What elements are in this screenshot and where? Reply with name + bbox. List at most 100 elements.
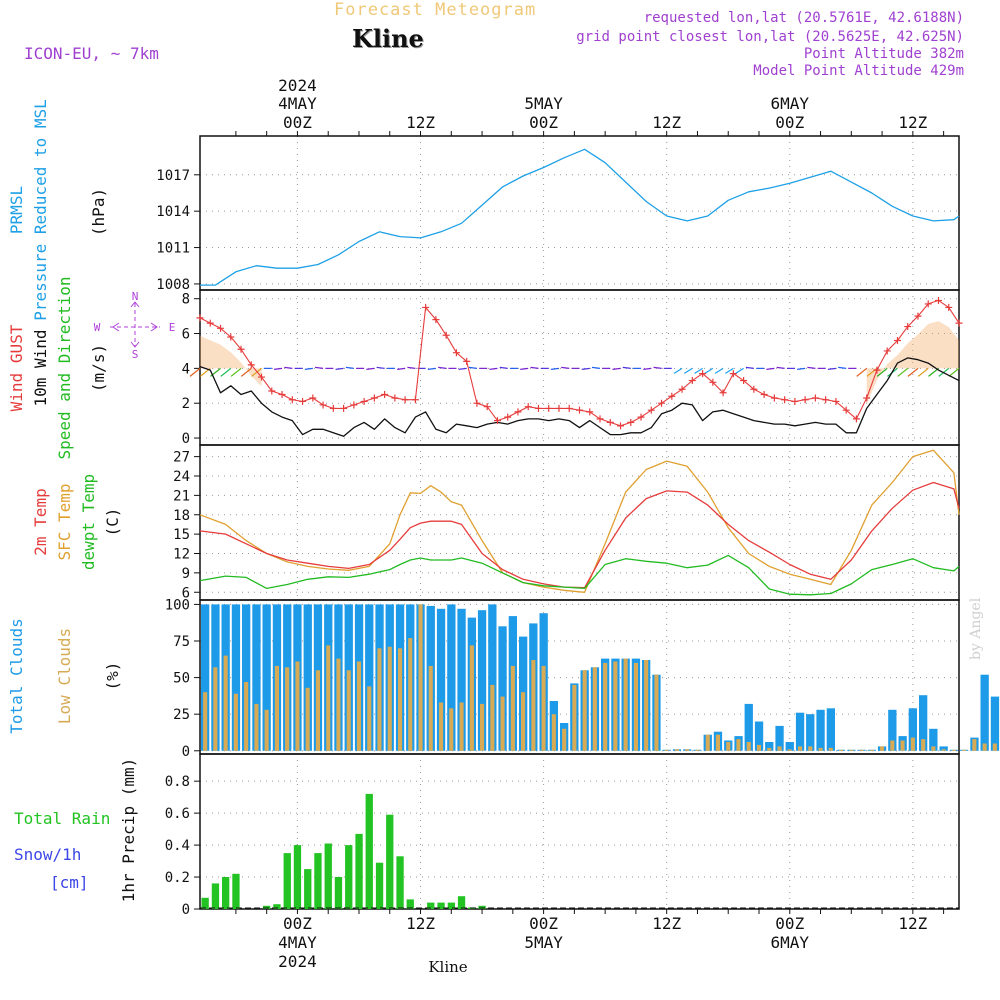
low-clouds-bar bbox=[264, 709, 269, 751]
compass-east-arrowhead bbox=[150, 322, 158, 332]
total-clouds-bar bbox=[744, 703, 753, 751]
pressure-ytick-label: 1011 bbox=[156, 241, 190, 257]
wind-gust-marker bbox=[688, 377, 696, 385]
low-clouds-label: Low Clouds bbox=[55, 628, 74, 724]
pressure-ytick-label: 1008 bbox=[156, 277, 190, 293]
wind-direction-arrow bbox=[530, 366, 539, 369]
clouds-ytick-label: 50 bbox=[173, 671, 190, 687]
wind-gust-marker bbox=[801, 396, 809, 404]
wind-direction-arrow bbox=[591, 366, 601, 369]
wind-gust-marker bbox=[586, 408, 594, 416]
wind-direction-arrow bbox=[827, 367, 836, 370]
low-clouds-bar bbox=[541, 665, 546, 751]
wind-gust-marker bbox=[206, 319, 214, 327]
low-clouds-bar bbox=[880, 746, 885, 751]
wind-10m-line bbox=[199, 357, 960, 437]
wind-direction-arrow bbox=[345, 366, 354, 369]
wind-gust-marker bbox=[699, 370, 707, 378]
wind-gust-marker bbox=[288, 396, 296, 404]
wind-gust-marker bbox=[811, 394, 819, 402]
wind-gust-marker bbox=[452, 349, 460, 357]
rain-bar bbox=[304, 869, 312, 909]
bottom-hour-label: 12Z bbox=[652, 914, 681, 933]
wind-gust-marker bbox=[668, 392, 676, 400]
low-clouds-bar bbox=[654, 674, 659, 751]
low-clouds-bar bbox=[736, 739, 741, 751]
wind-direction-arrow bbox=[315, 366, 324, 369]
wind-ytick-label: 8 bbox=[182, 292, 190, 308]
rain-bar bbox=[324, 843, 332, 909]
top-date-label: 5MAY bbox=[524, 94, 563, 113]
wind-gust-marker bbox=[873, 366, 881, 374]
wind-gust-marker bbox=[442, 331, 450, 339]
compass-west-arrowhead bbox=[112, 322, 120, 332]
wind-direction-arrow bbox=[438, 366, 447, 369]
wind-gust-marker bbox=[217, 324, 225, 332]
temp-panel-frame bbox=[199, 444, 960, 601]
wind-gust-marker bbox=[237, 345, 245, 353]
wind-direction-arrow bbox=[807, 366, 816, 369]
pressure-label-prmsl: PRMSL bbox=[7, 186, 26, 234]
low-clouds-bar bbox=[295, 661, 300, 751]
wind-direction-arrow bbox=[694, 367, 703, 374]
wind-gust-marker bbox=[329, 404, 337, 412]
wind-gust-marker bbox=[863, 394, 871, 402]
wind-gust-marker bbox=[791, 397, 799, 405]
wind-direction-arrow bbox=[838, 366, 847, 369]
bottom-hour-label: 12Z bbox=[898, 914, 927, 933]
low-clouds-bar bbox=[203, 692, 208, 751]
low-clouds-bar bbox=[326, 645, 331, 751]
wind-gust-marker bbox=[750, 385, 758, 393]
low-clouds-bar bbox=[490, 684, 495, 751]
snow-label: Snow/1h bbox=[14, 845, 81, 864]
point-altitude: Point Altitude 382m bbox=[803, 46, 964, 62]
wind-gust-marker bbox=[596, 415, 604, 423]
rain-bar bbox=[365, 793, 373, 909]
wind-direction-arrow bbox=[948, 367, 960, 377]
rain-bar bbox=[283, 853, 291, 909]
wind-gust-marker bbox=[432, 316, 440, 324]
low-clouds-bar bbox=[818, 747, 823, 751]
wind-gust-marker bbox=[719, 389, 727, 397]
rain-bar bbox=[457, 896, 466, 909]
wind-gust-marker bbox=[617, 422, 625, 430]
low-clouds-bar bbox=[244, 682, 249, 751]
wind-direction-arrow bbox=[581, 367, 590, 370]
low-clouds-bar bbox=[869, 749, 874, 751]
wind-gust-marker bbox=[391, 394, 399, 402]
wind-gust-marker bbox=[565, 404, 573, 412]
wind-direction-arrow bbox=[189, 367, 201, 377]
low-clouds-bar bbox=[521, 692, 526, 751]
wind-direction-arrow bbox=[397, 367, 406, 370]
wind-ytick-label: 4 bbox=[182, 361, 190, 377]
low-clouds-bar bbox=[695, 749, 700, 751]
precip-ytick-label: 0.4 bbox=[165, 838, 190, 854]
wind-direction-arrow bbox=[499, 366, 508, 369]
wind-direction-arrow bbox=[897, 367, 909, 377]
temp-ytick-label: 12 bbox=[173, 547, 190, 563]
total-clouds-bar bbox=[303, 604, 312, 751]
wind-direction-arrow bbox=[766, 367, 775, 370]
low-clouds-bar bbox=[798, 746, 803, 751]
pressure-panel-frame bbox=[199, 135, 960, 291]
wind-gust-marker bbox=[196, 314, 204, 322]
low-clouds-bar bbox=[592, 667, 597, 751]
wind-direction-arrow bbox=[673, 367, 683, 374]
low-clouds-bar bbox=[777, 746, 782, 751]
precip-unit-label: 1hr Precip (mm) bbox=[119, 758, 138, 903]
wind-direction-arrow bbox=[907, 367, 919, 377]
total-clouds-bar bbox=[447, 604, 456, 751]
pressure-unit-label: (hPa) bbox=[89, 188, 108, 236]
total-clouds-bar bbox=[990, 696, 1000, 751]
low-clouds-bar bbox=[408, 638, 413, 751]
wind-direction-arrow bbox=[561, 366, 570, 369]
wind-gust-marker bbox=[463, 357, 471, 365]
total-clouds-bar bbox=[231, 604, 241, 751]
wind-unit-label: (m/s) bbox=[89, 344, 108, 392]
wind-direction-arrow bbox=[797, 367, 806, 370]
wind-gust-marker bbox=[524, 403, 532, 411]
total-clouds-bar bbox=[826, 708, 835, 751]
bottom-hour-label: 00Z bbox=[283, 914, 312, 933]
wind-direction-arrow bbox=[725, 367, 734, 374]
